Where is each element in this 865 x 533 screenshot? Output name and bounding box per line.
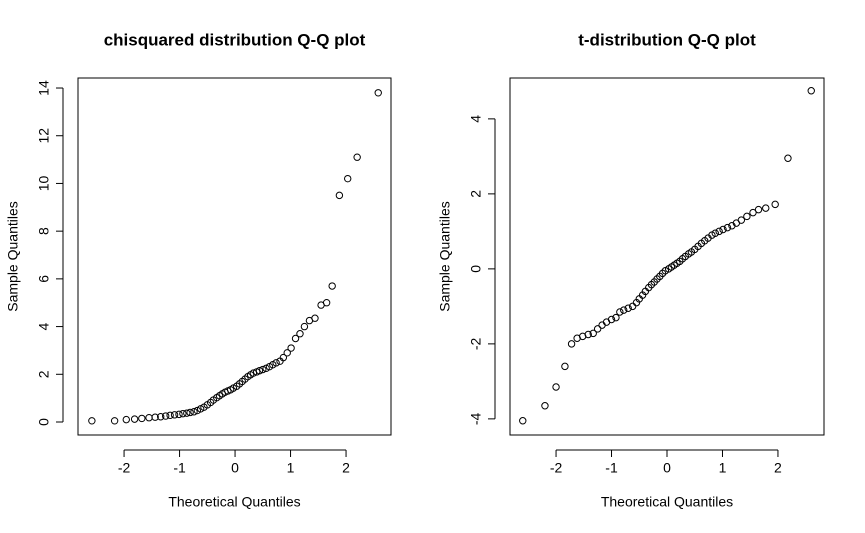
- point: [807, 87, 815, 95]
- point: [311, 314, 319, 322]
- point: [612, 313, 620, 322]
- point: [283, 349, 291, 357]
- point: [784, 154, 792, 162]
- point: [353, 153, 361, 161]
- point: [715, 227, 723, 236]
- y-tick-label: 12: [36, 128, 52, 144]
- point: [145, 414, 153, 422]
- point: [743, 212, 751, 221]
- point: [300, 322, 309, 331]
- point: [567, 340, 576, 348]
- y-tick-label: 4: [468, 115, 484, 123]
- point: [541, 402, 549, 410]
- point: [589, 329, 597, 338]
- point: [179, 409, 187, 418]
- point: [166, 411, 174, 420]
- x-tick-label: 0: [231, 460, 239, 476]
- y-axis-label: Sample Quantiles: [437, 201, 453, 312]
- point: [711, 229, 719, 237]
- point: [598, 321, 606, 329]
- point: [719, 225, 727, 234]
- y-tick-label: 10: [36, 175, 52, 191]
- point: [186, 408, 194, 417]
- point: [620, 306, 628, 314]
- point: [175, 410, 183, 419]
- point: [624, 304, 632, 312]
- x-tick-label: 2: [342, 460, 350, 476]
- point: [584, 330, 592, 339]
- x-tick-label: 1: [287, 460, 295, 476]
- y-tick-label: 4: [36, 322, 52, 330]
- point: [259, 365, 267, 374]
- point: [291, 334, 300, 343]
- x-tick-label: 0: [663, 460, 671, 476]
- plot-box: [77, 77, 392, 436]
- point: [138, 414, 146, 423]
- point: [296, 330, 304, 338]
- plot-box: [509, 77, 825, 436]
- point: [156, 413, 165, 421]
- point: [88, 417, 96, 425]
- point: [170, 411, 179, 419]
- x-tick-label: 2: [774, 460, 782, 476]
- point: [161, 412, 170, 420]
- x-axis-label: Theoretical Quantiles: [168, 494, 300, 510]
- point: [287, 344, 295, 352]
- point: [749, 208, 757, 217]
- point: [335, 191, 344, 200]
- chart-title: chisquared distribution Q-Q plot: [104, 30, 366, 49]
- y-tick-label: -4: [468, 412, 484, 425]
- y-tick-label: 6: [36, 275, 52, 283]
- y-axis-label: Sample Quantiles: [5, 201, 21, 312]
- point: [519, 417, 527, 425]
- x-tick-label: 1: [719, 460, 727, 476]
- point: [374, 89, 382, 97]
- y-tick-label: 8: [36, 227, 52, 235]
- point: [328, 282, 336, 290]
- point: [616, 308, 624, 316]
- point: [151, 413, 159, 421]
- point: [762, 204, 770, 212]
- point: [552, 383, 560, 391]
- point: [628, 302, 637, 311]
- y-tick-label: 0: [36, 418, 52, 426]
- point: [255, 367, 264, 375]
- y-tick-label: -2: [468, 337, 484, 350]
- point: [272, 359, 280, 367]
- y-tick-label: 2: [468, 190, 484, 198]
- point: [737, 216, 746, 224]
- point: [279, 353, 288, 362]
- point: [183, 409, 191, 417]
- point: [771, 200, 779, 209]
- point: [344, 174, 352, 183]
- point: [122, 415, 130, 424]
- x-tick-label: -2: [118, 460, 131, 476]
- point: [322, 299, 331, 307]
- point: [593, 325, 602, 333]
- chart-title: t-distribution Q-Q plot: [578, 30, 756, 49]
- point: [190, 408, 198, 416]
- point: [607, 315, 616, 324]
- x-axis-label: Theoretical Quantiles: [601, 494, 733, 510]
- point: [249, 369, 258, 377]
- y-tick-label: 0: [468, 265, 484, 273]
- point: [723, 223, 732, 232]
- y-tick-label: 14: [36, 80, 52, 96]
- x-tick-label: -1: [173, 460, 186, 476]
- x-tick-label: -2: [550, 460, 563, 476]
- point: [110, 417, 119, 425]
- y-tick-label: 2: [36, 370, 52, 378]
- point: [130, 415, 139, 423]
- point: [754, 205, 763, 214]
- x-tick-label: -1: [605, 460, 618, 476]
- point: [561, 362, 569, 371]
